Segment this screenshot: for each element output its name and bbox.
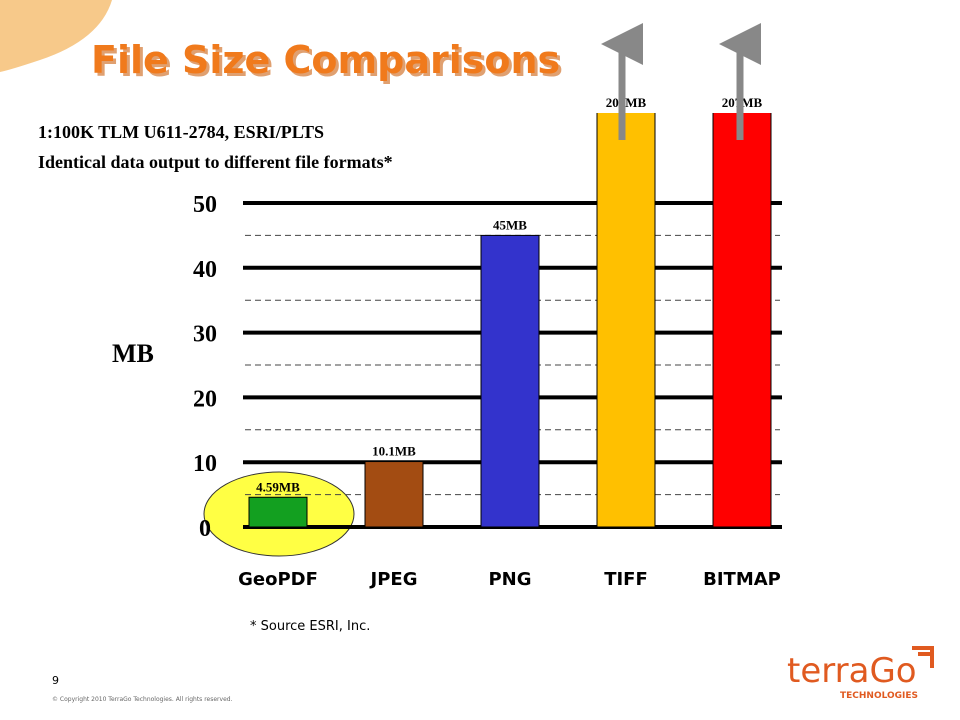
value-label: 10.1MB — [372, 444, 416, 459]
y-axis-label: MB — [112, 339, 154, 368]
y-tick-label: 20 — [193, 386, 217, 412]
x-tick-label: TIFF — [604, 569, 648, 590]
value-label: 45MB — [493, 217, 527, 232]
value-label: 207MB — [606, 95, 647, 110]
bars: GeoPDF 4.59MB JPEG 10.1MB PNG 45MB TIFF 207MB BI… — [238, 95, 781, 590]
y-tick-label: 10 — [193, 451, 217, 477]
page-number: 9 — [52, 674, 59, 687]
y-tick-label: 50 — [193, 192, 217, 218]
subtitle: 1:100K TLM U611-2784, ESRI/PLTS — [38, 122, 324, 142]
chart-title: File Size Comparisons — [91, 38, 560, 82]
bar — [480, 234, 540, 528]
bar — [364, 461, 424, 528]
x-tick-label: JPEG — [369, 569, 418, 590]
x-tick-label: GeoPDF — [238, 569, 318, 590]
bar — [596, 113, 656, 528]
value-label: 4.59MB — [256, 479, 300, 494]
copyright: © Copyright 2010 TerraGo Technologies. A… — [52, 696, 233, 703]
logo-subtitle: TECHNOLOGIES — [840, 691, 918, 701]
subtitle: Identical data output to different file … — [38, 152, 393, 172]
footnote: * Source ESRI, Inc. — [250, 619, 370, 634]
y-tick-label: 0 — [199, 516, 211, 542]
bar — [712, 113, 772, 528]
title-shadow: File Size Comparisons — [94, 41, 563, 85]
bar — [248, 496, 308, 528]
x-tick-label: PNG — [488, 569, 531, 590]
y-tick-label: 40 — [193, 257, 217, 283]
logo-mark — [912, 646, 934, 668]
logo: terraGo — [787, 651, 917, 691]
x-tick-label: BITMAP — [703, 569, 781, 590]
y-tick-label: 30 — [193, 322, 217, 348]
corner-decoration — [0, 0, 112, 72]
